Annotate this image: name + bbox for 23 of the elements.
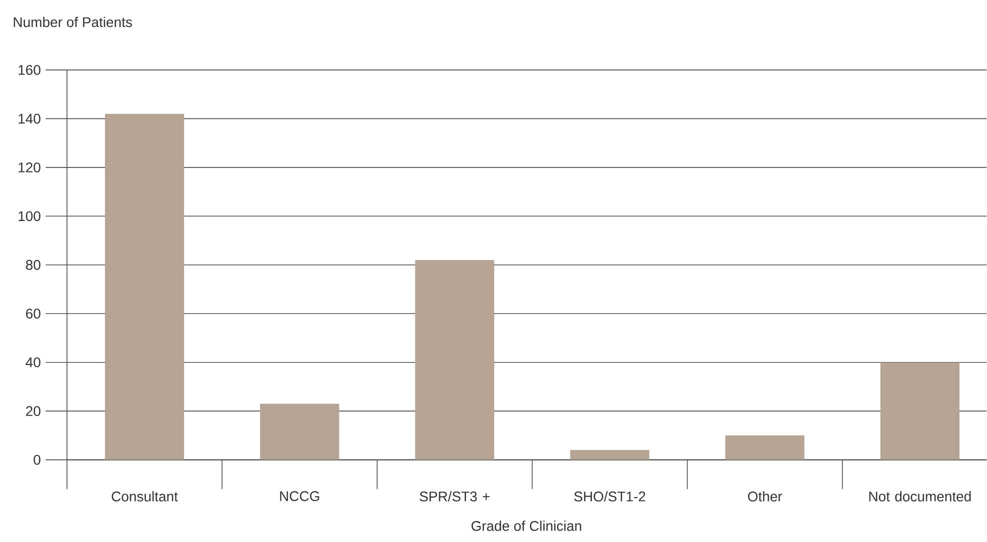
bar: [104, 114, 184, 460]
x-tick-label: SHO/ST1-2: [574, 491, 646, 502]
bar: [725, 436, 804, 460]
bar: [570, 450, 650, 460]
x-tick-label: NCCG: [280, 491, 320, 502]
y-tick-label: 140: [18, 114, 40, 124]
y-tick-label: 120: [18, 162, 40, 172]
y-tick-label: 100: [18, 211, 40, 222]
x-tick-label: Not documented: [869, 491, 971, 502]
y-tick-label: 60: [26, 308, 40, 319]
x-tick-label: Consultant: [112, 491, 178, 502]
y-tick-label: 0: [34, 454, 40, 465]
y-tick-label: 20: [26, 406, 40, 416]
y-axis-title: Number of Patients: [14, 16, 132, 28]
bar: [260, 404, 340, 460]
x-tick-label: Other: [748, 491, 782, 502]
bar: [880, 362, 960, 460]
y-tick-label: 80: [26, 260, 40, 270]
y-tick-label: 40: [26, 358, 40, 368]
bar: [415, 260, 494, 460]
y-tick-label: 160: [18, 65, 40, 76]
x-tick-label: SPR/ST3 +: [420, 491, 490, 502]
x-axis-title: Grade of Clinician: [472, 520, 582, 532]
